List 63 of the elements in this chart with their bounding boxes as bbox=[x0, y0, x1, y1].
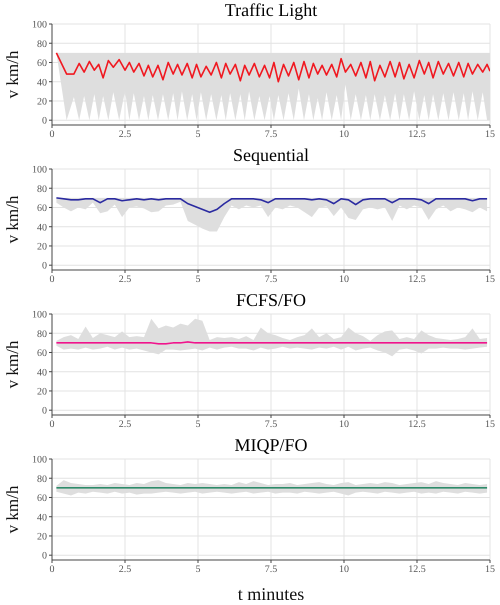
y-tick-label: 40 bbox=[37, 367, 47, 378]
y-tick-label: 80 bbox=[37, 328, 47, 340]
y-axis-title: v km/h bbox=[3, 50, 22, 98]
y-tick-label: 100 bbox=[32, 310, 47, 321]
y-tick-label: 60 bbox=[37, 348, 47, 360]
y-tick-label: 20 bbox=[37, 532, 47, 542]
y-tick-label: 20 bbox=[37, 386, 47, 398]
x-tick-label: 10 bbox=[339, 129, 349, 140]
y-tick-label: 40 bbox=[37, 222, 47, 234]
y-tick-label: 40 bbox=[37, 512, 47, 524]
y-tick-label: 20 bbox=[37, 96, 47, 108]
y-tick-label: 0 bbox=[42, 116, 47, 127]
x-tick-label: 15 bbox=[485, 274, 495, 286]
y-tick-label: 0 bbox=[42, 406, 47, 417]
x-tick-label: 12.5 bbox=[408, 419, 426, 430]
x-tick-label: 0 bbox=[50, 274, 54, 286]
x-tick-label: 5 bbox=[196, 129, 200, 140]
chart-title: FCFS/FO bbox=[234, 290, 308, 310]
x-tick-label: 2.5 bbox=[118, 419, 132, 430]
y-axis-title: v km/h bbox=[3, 195, 22, 244]
chart-title: Sequential bbox=[232, 145, 310, 165]
y-axis-title: v km/h bbox=[3, 485, 22, 534]
x-tick-label: 15 bbox=[485, 129, 495, 140]
y-tick-label: 100 bbox=[32, 164, 47, 176]
x-tick-label: 12.5 bbox=[408, 274, 426, 286]
x-tick-label: 12.5 bbox=[408, 564, 426, 576]
y-axis-title: v km/h bbox=[3, 340, 22, 388]
x-tick-label: 15 bbox=[485, 419, 495, 430]
y-tick-label: 100 bbox=[32, 20, 47, 31]
chart-title: Traffic Light bbox=[224, 0, 318, 20]
x-tick-label: 7.5 bbox=[264, 419, 278, 430]
line-series bbox=[56, 52, 490, 83]
x-tick-label: 10 bbox=[339, 274, 349, 286]
x-tick-label: 10 bbox=[339, 419, 349, 430]
x-tick-label: 5 bbox=[196, 419, 200, 430]
y-tick-label: 100 bbox=[32, 454, 47, 466]
x-tick-label: 2.5 bbox=[118, 274, 132, 286]
x-tick-label: 12.5 bbox=[408, 129, 426, 140]
x-tick-label: 0 bbox=[50, 564, 54, 576]
y-tick-label: 80 bbox=[37, 38, 47, 50]
x-tick-label: 15 bbox=[485, 564, 495, 576]
y-tick-label: 0 bbox=[42, 260, 47, 272]
x-axis-title: t minutes bbox=[238, 584, 304, 604]
x-tick-label: 10 bbox=[339, 564, 349, 576]
y-tick-label: 60 bbox=[37, 493, 47, 504]
y-tick-label: 40 bbox=[37, 77, 47, 88]
x-tick-label: 2.5 bbox=[118, 564, 132, 576]
chart-title: MIQP/FO bbox=[233, 435, 309, 455]
y-tick-label: 60 bbox=[37, 58, 47, 70]
x-tick-label: 5 bbox=[196, 564, 200, 576]
y-tick-label: 60 bbox=[37, 203, 47, 214]
y-tick-label: 80 bbox=[37, 184, 47, 195]
x-tick-label: 0 bbox=[50, 129, 54, 140]
y-tick-label: 0 bbox=[42, 550, 47, 562]
x-tick-label: 0 bbox=[50, 419, 54, 430]
x-tick-label: 5 bbox=[196, 274, 200, 286]
x-tick-label: 2.5 bbox=[118, 129, 132, 140]
x-tick-label: 7.5 bbox=[264, 129, 278, 140]
y-tick-label: 80 bbox=[37, 474, 47, 485]
x-tick-label: 7.5 bbox=[264, 274, 278, 286]
line-series bbox=[56, 197, 488, 214]
y-tick-label: 20 bbox=[37, 242, 47, 252]
x-tick-label: 7.5 bbox=[264, 564, 278, 576]
